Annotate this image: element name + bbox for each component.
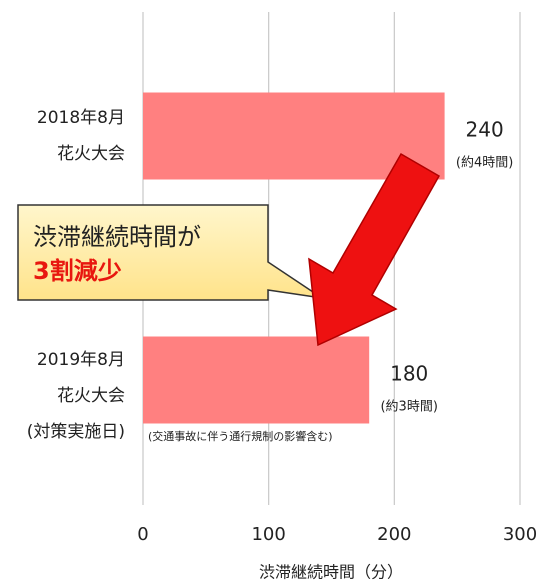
x-tick-label: 200 (377, 524, 411, 545)
value-label: 240 (466, 118, 504, 142)
y-tick-label: 2019年8月 (37, 350, 125, 370)
callout-emphasis: 3割減少 (33, 257, 122, 285)
x-tick-label: 0 (137, 524, 148, 545)
arrow (308, 152, 441, 347)
y-tick-label: 花火大会 (57, 386, 125, 406)
value-sublabel: (約3時間) (380, 400, 437, 415)
y-tick-label: 花火大会 (57, 144, 125, 164)
callout-text: 渋滞継続時間が (33, 223, 201, 251)
y-tick-label: (対策実施日) (27, 422, 125, 442)
note: (交通事故に伴う通行規制の影響含む) (148, 429, 333, 443)
bar (143, 336, 370, 424)
value-label: 180 (390, 362, 428, 386)
value-sublabel: (約4時間) (456, 156, 513, 171)
bars (143, 92, 445, 424)
x-tick-label: 100 (251, 524, 285, 545)
x-axis-label: 渋滞継続時間（分） (259, 563, 403, 582)
y-tick-label: 2018年8月 (37, 108, 125, 128)
x-tick-label: 300 (503, 524, 537, 545)
callout-box (17, 204, 323, 301)
